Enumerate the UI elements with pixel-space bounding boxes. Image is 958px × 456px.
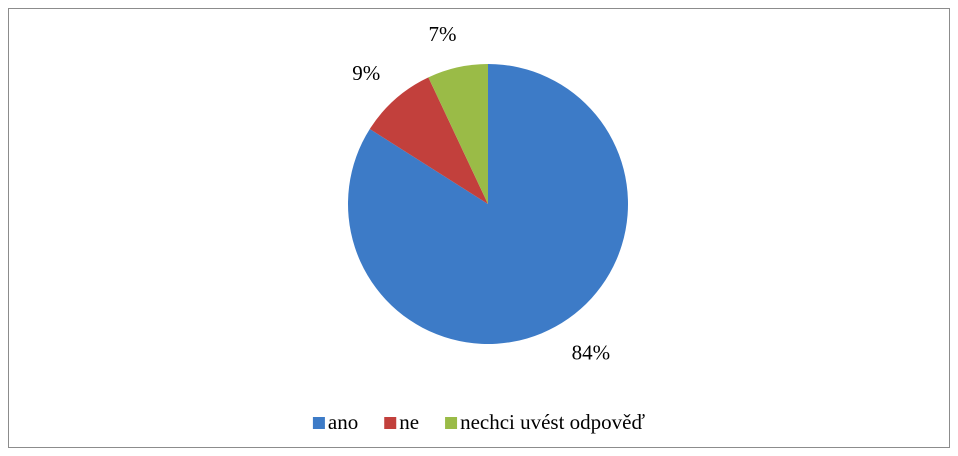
data-label: 84%: [572, 341, 611, 365]
data-label: 7%: [428, 22, 456, 46]
pie-slice: [369, 77, 488, 204]
legend-label: nechci uvést odpověď: [460, 410, 645, 434]
legend-swatch: [312, 417, 325, 429]
legend-swatch: [384, 417, 397, 429]
legend-swatch: [445, 417, 458, 429]
legend-label: ano: [328, 410, 358, 434]
data-label: 9%: [352, 61, 380, 85]
pie-slice: [428, 64, 488, 204]
legend-label: ne: [399, 410, 419, 434]
pie-slice: [348, 64, 629, 344]
